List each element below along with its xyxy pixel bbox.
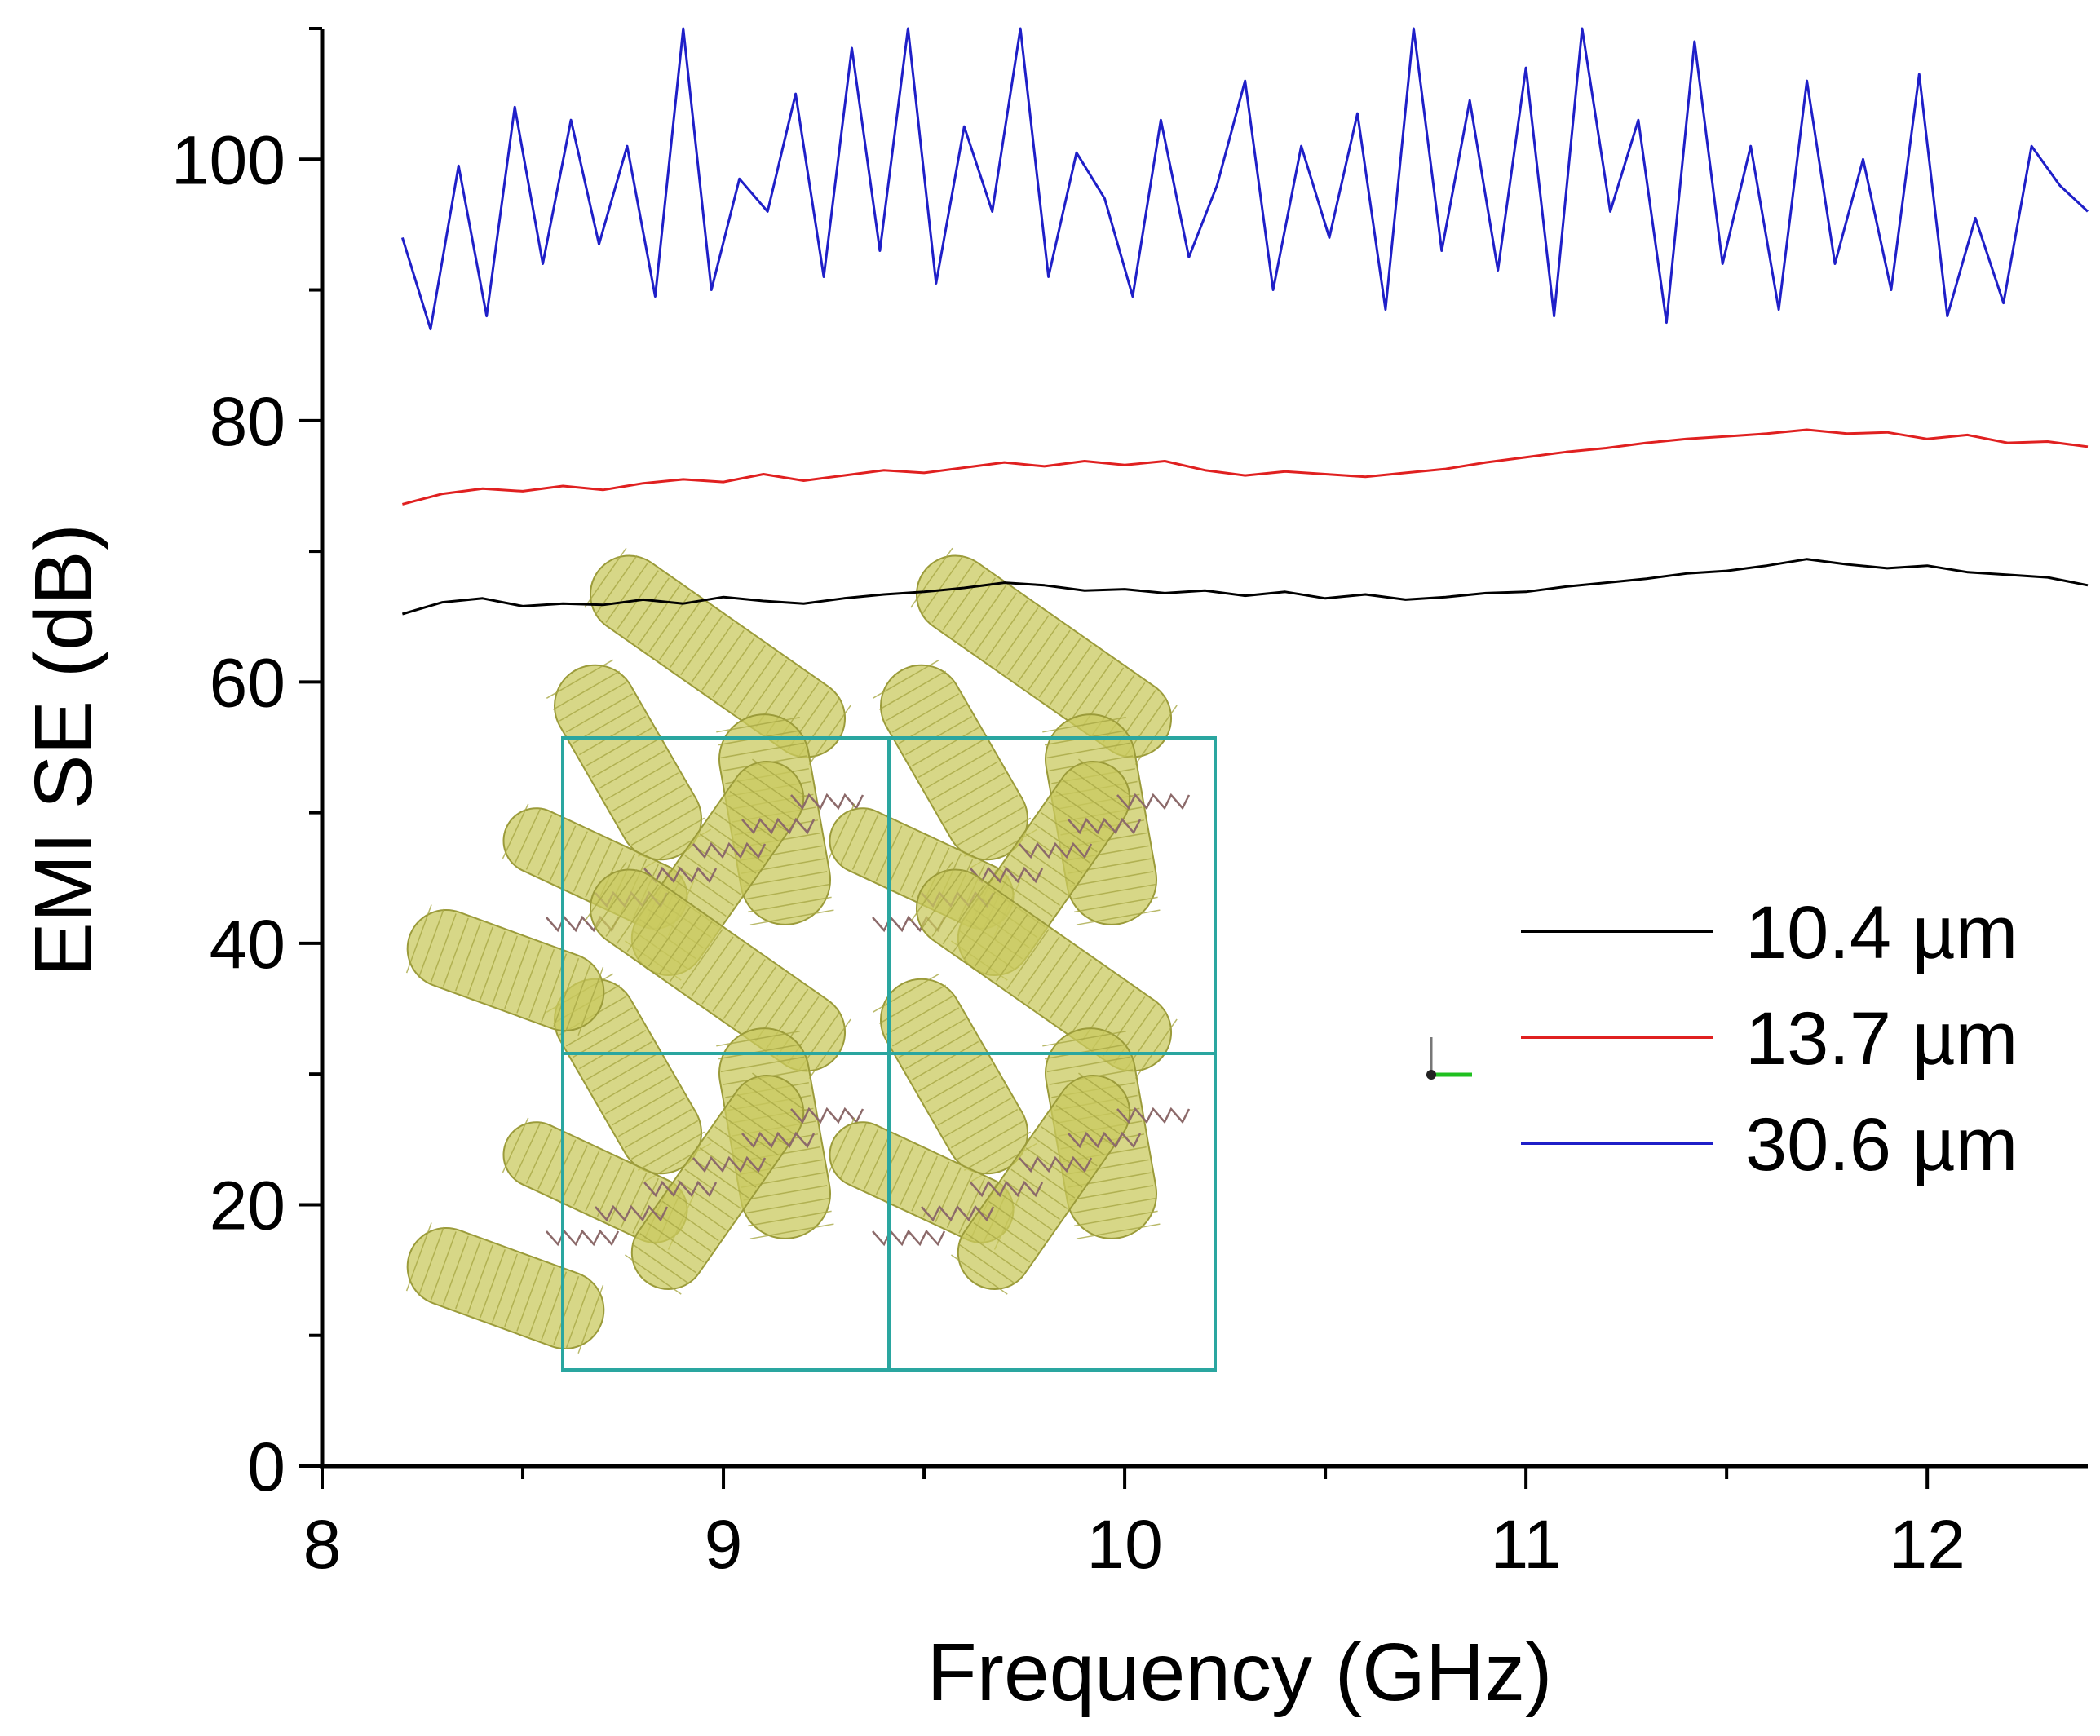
x-tick-label: 9 [705, 1506, 743, 1583]
x-tick-label: 10 [1086, 1506, 1162, 1583]
axis-triad-icon [1426, 1037, 1472, 1080]
nanotube-shape [405, 904, 605, 1036]
polymer-chain [790, 1107, 864, 1124]
y-tick-label: 40 [210, 906, 285, 983]
polymer-chain [741, 1131, 816, 1149]
polymer-chain [643, 1180, 718, 1198]
series-line-137 [402, 428, 2089, 506]
y-tick-label: 60 [210, 644, 285, 721]
legend: 10.4 µm 13.7 µm 30.6 µm [1521, 891, 2018, 1186]
polymer-chain [970, 866, 1044, 884]
polymer-chain [921, 1204, 995, 1222]
x-axis-title: Frequency (GHz) [927, 1627, 1553, 1718]
y-tick-label: 80 [210, 383, 285, 460]
nanotube-shape [625, 1072, 809, 1295]
nanotube-shape [910, 861, 1178, 1080]
polymer-chain [741, 817, 816, 835]
x-tick-label: 11 [1491, 1506, 1562, 1583]
series-lines [400, 27, 2089, 616]
polymer-chain [1116, 793, 1191, 811]
legend-label-10-4: 10.4 µm [1745, 891, 2018, 974]
polymer-chain [1019, 1155, 1093, 1173]
x-ticks: 8 9 10 11 12 [303, 1466, 1965, 1583]
legend-label-13-7: 13.7 µm [1745, 997, 2018, 1080]
y-tick-label: 20 [210, 1167, 285, 1243]
nanotube-shape [872, 659, 1038, 868]
nanotube-shape [872, 973, 1038, 1182]
series-line-306 [400, 27, 2089, 331]
y-tick-label: 0 [247, 1429, 285, 1505]
legend-label-30-6: 30.6 µm [1745, 1103, 2018, 1186]
polymer-chain [692, 841, 767, 859]
polymer-chain [872, 1229, 946, 1247]
polymer-chain [790, 793, 864, 811]
molecular-structure-inset [405, 547, 1472, 1372]
series-line-104 [401, 558, 2089, 616]
x-tick-label: 8 [303, 1506, 342, 1583]
polymer-chain [970, 1180, 1044, 1198]
polymer-chain [1019, 841, 1093, 859]
y-tick-label: 100 [171, 121, 285, 198]
polymer-chain [546, 1229, 620, 1247]
nanotube-shape [910, 547, 1178, 766]
y-axis-title: EMI SE (dB) [18, 523, 109, 977]
y-ticks: 0 20 40 60 80 100 [171, 27, 322, 1505]
polymer-chain [1068, 1131, 1142, 1149]
polymer-chain [692, 1155, 767, 1173]
nanotube-shape [584, 547, 851, 766]
nanotube-shape [546, 659, 712, 868]
nanotube-shape [584, 861, 851, 1080]
polymer-chain [1068, 817, 1142, 835]
polymer-chain [595, 1204, 669, 1222]
polymer-chain [643, 866, 718, 884]
x-tick-label: 12 [1889, 1506, 1965, 1583]
nanotube-shape [405, 1222, 605, 1354]
polymer-chain [1116, 1107, 1191, 1124]
